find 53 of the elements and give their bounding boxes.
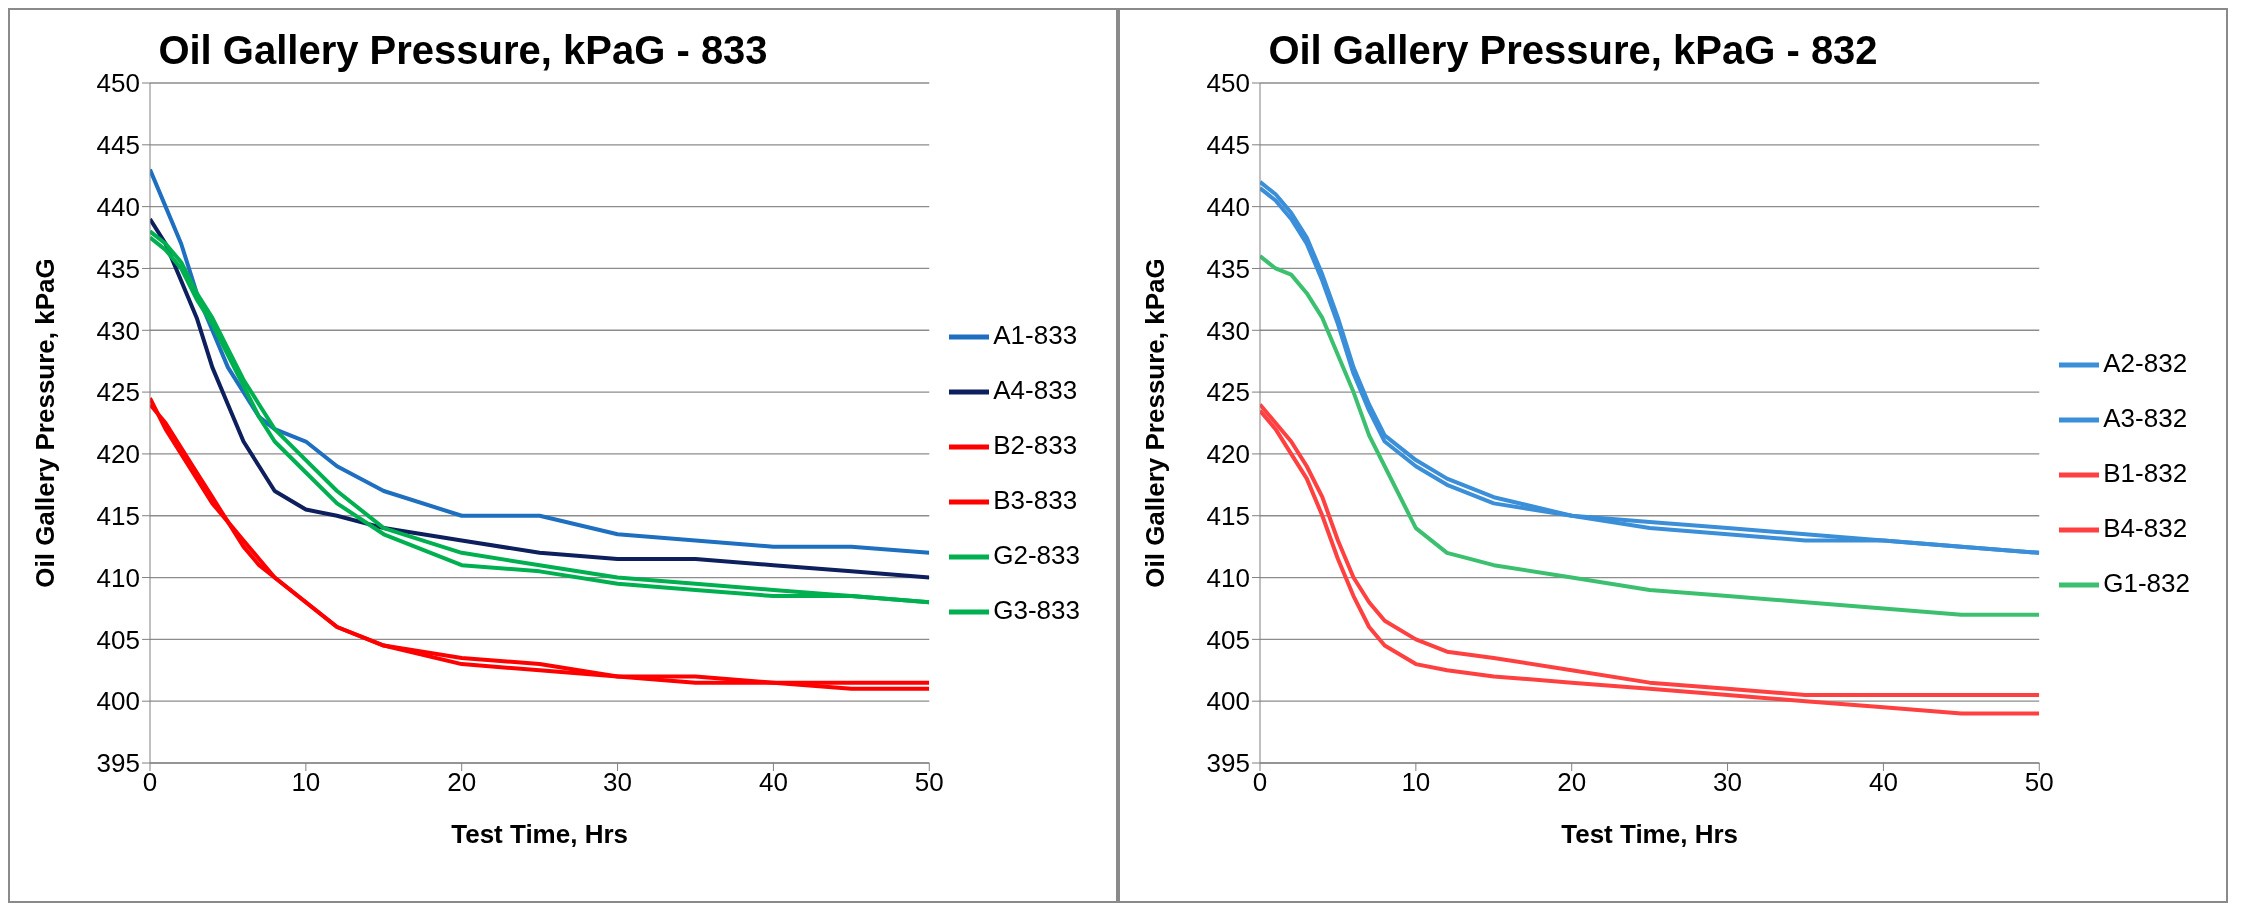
y-tick-label: 405 [96, 624, 140, 655]
y-axis-title: Oil Gallery Pressure, kPaG [1140, 258, 1171, 588]
legend-label: G3-833 [993, 595, 1080, 625]
legend-label: B2-833 [993, 430, 1078, 460]
y-axis-title: Oil Gallery Pressure, kPaG [30, 258, 61, 588]
legend-label: B1-832 [2103, 457, 2188, 488]
x-tick-label: 50 [914, 767, 944, 798]
y-tick-label: 405 [1206, 624, 1250, 655]
x-tick-label: 10 [291, 767, 321, 798]
x-tick-label: 20 [1557, 767, 1587, 798]
y-tick-label: 440 [1206, 191, 1250, 222]
chart-title: Oil Gallery Pressure, kPaG - 832 [1268, 28, 1878, 72]
y-tick-label: 415 [96, 500, 140, 531]
chart-title: Oil Gallery Pressure, kPaG - 833 [158, 28, 768, 72]
y-tick-label: 435 [96, 253, 140, 284]
x-tick-label: 40 [758, 767, 788, 798]
x-tick-label: 30 [603, 767, 633, 798]
y-tick-label: 445 [96, 130, 140, 161]
legend-label: G2-833 [993, 540, 1080, 570]
x-tick-label: 0 [1252, 767, 1268, 798]
y-tick-label: 395 [1206, 748, 1250, 779]
legend-label: A4-833 [993, 375, 1078, 405]
x-tick-label: 40 [1868, 767, 1898, 798]
y-tick-label: 430 [96, 315, 140, 346]
legend-label: A3-832 [2103, 402, 2188, 433]
x-axis-title: Test Time, Hrs [451, 819, 629, 849]
legend-label: A2-832 [2103, 347, 2188, 378]
y-tick-label: 400 [96, 686, 140, 717]
x-tick-label: 0 [142, 767, 158, 798]
y-tick-label: 450 [96, 68, 140, 99]
y-tick-label: 400 [1206, 686, 1250, 717]
x-tick-label: 10 [1401, 767, 1431, 798]
y-tick-label: 445 [1206, 130, 1250, 161]
y-tick-label: 420 [1206, 439, 1250, 470]
y-tick-label: 420 [96, 439, 140, 470]
y-tick-label: 425 [1206, 377, 1250, 408]
legend-label: B4-832 [2103, 512, 2188, 543]
y-tick-label: 410 [1206, 562, 1250, 593]
legend-label: A1-833 [993, 320, 1078, 350]
y-tick-label: 415 [1206, 500, 1250, 531]
y-tick-label: 410 [96, 562, 140, 593]
x-tick-label: 30 [1713, 767, 1743, 798]
x-axis-title: Test Time, Hrs [1561, 819, 1739, 849]
y-tick-label: 450 [1206, 68, 1250, 99]
y-tick-label: 395 [96, 748, 140, 779]
x-tick-label: 20 [447, 767, 477, 798]
y-tick-label: 425 [96, 377, 140, 408]
y-tick-label: 430 [1206, 315, 1250, 346]
x-tick-label: 50 [2024, 767, 2054, 798]
legend-label: G1-832 [2103, 567, 2190, 598]
y-tick-label: 435 [1206, 253, 1250, 284]
legend-label: B3-833 [993, 485, 1078, 515]
y-tick-label: 440 [96, 191, 140, 222]
